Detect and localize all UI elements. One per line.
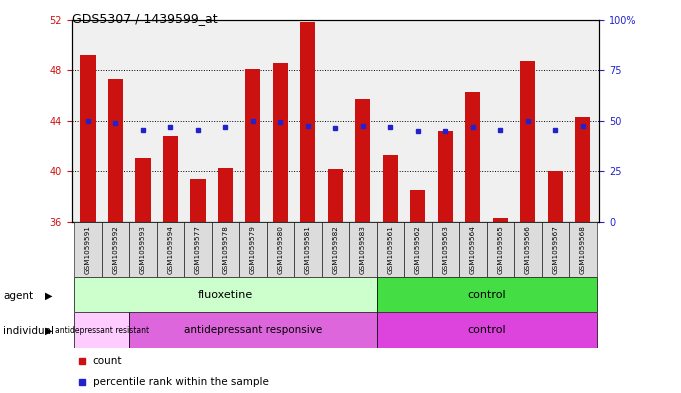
Text: GSM1059594: GSM1059594 [168,225,174,274]
Bar [520,61,535,222]
Text: GSM1059565: GSM1059565 [497,225,503,274]
Bar [129,222,157,277]
Bar [184,222,212,277]
Bar [294,222,321,277]
Text: GSM1059581: GSM1059581 [305,225,311,274]
Text: individual: individual [3,326,54,336]
Text: GSM1059579: GSM1059579 [250,225,256,274]
Bar [569,222,597,277]
Bar [377,312,597,348]
Text: GDS5307 / 1439599_at: GDS5307 / 1439599_at [72,12,217,25]
Text: percentile rank within the sample: percentile rank within the sample [93,377,268,387]
Text: ▶: ▶ [45,326,52,336]
Text: agent: agent [3,290,33,301]
Bar [465,92,480,222]
Text: GSM1059591: GSM1059591 [85,225,91,274]
Bar [218,168,233,222]
Bar [541,222,569,277]
Text: GSM1059580: GSM1059580 [277,225,283,274]
Bar [432,222,459,277]
Bar [273,62,288,222]
Bar [157,222,184,277]
Bar [377,277,597,312]
Bar [163,136,178,222]
Bar [74,277,377,312]
Text: control: control [467,290,506,300]
Bar [74,312,129,348]
Bar [575,117,590,222]
Text: GSM1059568: GSM1059568 [580,225,586,274]
Bar [328,169,343,222]
Text: GSM1059561: GSM1059561 [387,225,394,274]
Bar [514,222,541,277]
Text: control: control [467,325,506,335]
Bar [300,22,315,222]
Text: antidepressant resistant: antidepressant resistant [54,326,149,334]
Bar [80,55,95,222]
Bar [267,222,294,277]
Bar [239,222,267,277]
Text: GSM1059583: GSM1059583 [360,225,366,274]
Text: GSM1059566: GSM1059566 [525,225,530,274]
Bar [383,155,398,222]
Text: antidepressant responsive: antidepressant responsive [184,325,322,335]
Bar [191,179,206,222]
Bar [108,79,123,222]
Bar [487,222,514,277]
Text: count: count [93,356,122,365]
Text: GSM1059563: GSM1059563 [443,225,448,274]
Text: GSM1059578: GSM1059578 [223,225,228,274]
Text: GSM1059564: GSM1059564 [470,225,476,274]
Bar [459,222,487,277]
Bar [101,222,129,277]
Bar [493,218,508,222]
Bar [74,222,101,277]
Bar [349,222,377,277]
Text: ▶: ▶ [45,290,52,301]
Bar [377,222,404,277]
Text: GSM1059582: GSM1059582 [332,225,338,274]
Text: GSM1059562: GSM1059562 [415,225,421,274]
Text: GSM1059567: GSM1059567 [552,225,558,274]
Bar [321,222,349,277]
Text: GSM1059577: GSM1059577 [195,225,201,274]
Bar [245,69,261,222]
Text: fluoxetine: fluoxetine [197,290,253,300]
Bar [404,222,432,277]
Bar [212,222,239,277]
Bar [410,191,426,222]
Bar [129,312,377,348]
Bar [136,158,151,222]
Text: GSM1059593: GSM1059593 [140,225,146,274]
Bar [438,131,453,222]
Bar [548,171,563,222]
Bar [355,99,370,222]
Text: GSM1059592: GSM1059592 [112,225,118,274]
